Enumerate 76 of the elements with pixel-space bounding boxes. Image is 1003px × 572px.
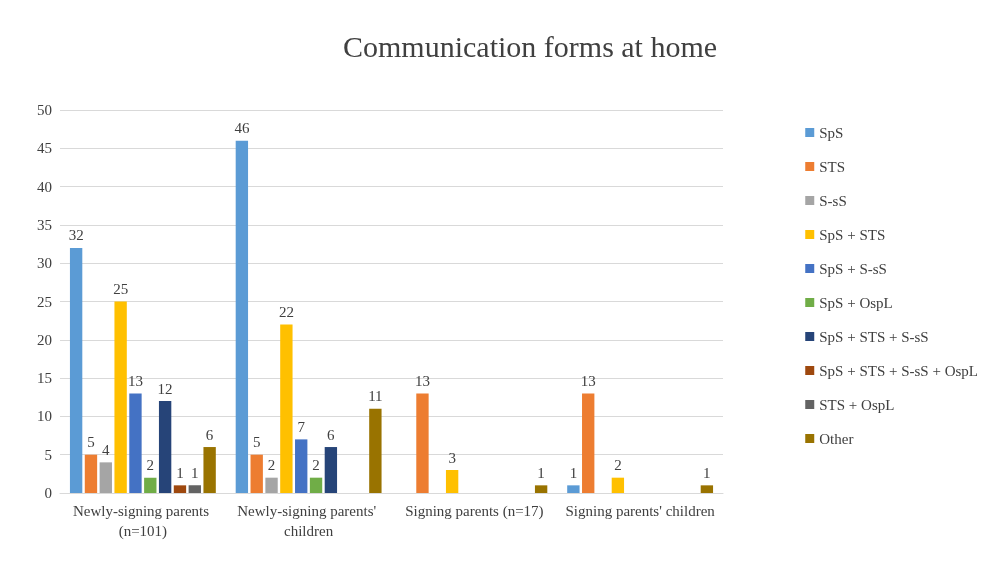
legend-label: SpS + OspL [819, 294, 893, 311]
legend-label: STS + OspL [819, 396, 895, 413]
bar [173, 485, 187, 493]
y-tick-label: 25 [37, 293, 52, 310]
y-tick-label: 30 [37, 255, 52, 272]
y-tick-label: 5 [44, 446, 52, 463]
bar [203, 447, 216, 493]
data-label: 2 [312, 457, 320, 474]
bar [129, 393, 142, 493]
data-label: 2 [614, 457, 622, 474]
x-tick-label: Newly-signing parents' children [237, 503, 380, 539]
bar [144, 477, 157, 493]
bar [582, 393, 595, 493]
bar [445, 470, 459, 493]
bar [158, 401, 172, 493]
data-label: 5 [252, 434, 261, 451]
x-tick-label: Signing parents' children [565, 503, 716, 519]
data-label: 7 [297, 418, 306, 435]
data-label: 1 [569, 464, 578, 481]
y-tick-label: 40 [37, 178, 52, 195]
bar [280, 324, 293, 493]
data-label: 5 [87, 434, 95, 451]
data-label: 6 [205, 426, 214, 443]
bar [295, 439, 308, 493]
bar [369, 408, 382, 493]
data-label: 1 [703, 464, 711, 481]
data-label: 11 [368, 388, 383, 405]
legend-label: STS [819, 158, 846, 175]
bar [324, 447, 338, 493]
data-label: 25 [113, 281, 129, 297]
y-tick-label: 10 [37, 408, 52, 425]
data-label: 13 [580, 372, 596, 389]
chart-title: Communication forms at home [343, 29, 718, 63]
y-tick-label: 45 [37, 140, 52, 157]
bar [114, 301, 127, 493]
y-tick-label: 15 [37, 370, 52, 387]
y-tick-label: 0 [44, 485, 52, 501]
x-tick-label: Newly-signing parents (n=101) [72, 503, 213, 540]
data-label: 2 [146, 457, 155, 474]
data-label: 4 [102, 441, 111, 458]
bar [611, 477, 625, 493]
bar [235, 140, 249, 493]
legend-label: S-sS [819, 192, 847, 209]
y-tick-label: 50 [37, 102, 52, 118]
y-tick-label: 35 [37, 216, 52, 233]
data-label: 13 [414, 372, 430, 389]
legend-label: SpS + S-sS [819, 260, 887, 277]
data-label: 6 [327, 426, 336, 443]
x-tick-label: Signing parents (n=17) [405, 503, 544, 520]
data-label: 13 [127, 372, 143, 389]
legend-label: Other [819, 430, 854, 447]
data-label: 1 [176, 464, 184, 481]
y-tick-label: 20 [37, 331, 52, 348]
legend-label: SpS + STS [819, 226, 886, 243]
bar [84, 454, 98, 493]
bar [700, 485, 714, 493]
bar [188, 485, 201, 493]
bar [534, 485, 548, 493]
data-label: 22 [278, 303, 294, 320]
data-label: 2 [267, 457, 276, 474]
data-label: 46 [234, 120, 250, 137]
legend-label: SpS + STS + S-sS [819, 328, 929, 345]
bar [309, 477, 323, 493]
bar [250, 454, 263, 493]
bar [69, 247, 83, 493]
data-label: 12 [157, 380, 173, 397]
bar [265, 477, 278, 493]
data-label: 32 [68, 227, 84, 244]
data-label: 1 [191, 464, 199, 481]
bar [567, 485, 580, 493]
bar [416, 393, 429, 493]
legend-label: SpS [819, 124, 844, 141]
data-label: 3 [448, 449, 456, 466]
data-label: 1 [537, 464, 545, 481]
legend-label: SpS + STS + S-sS + OspL [819, 362, 979, 379]
bar [99, 462, 112, 493]
